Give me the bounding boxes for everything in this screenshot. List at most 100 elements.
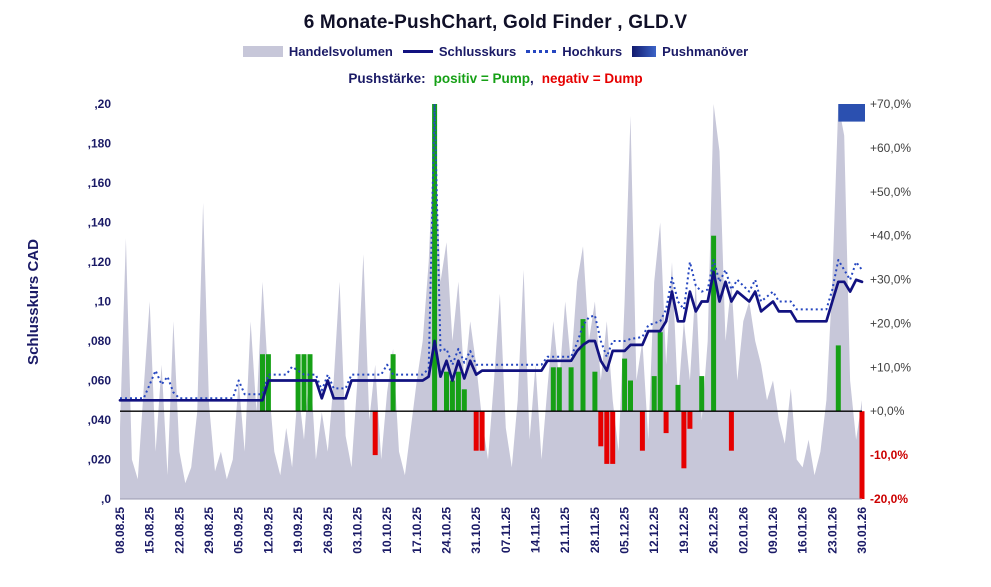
- x-tick-label: 05.12.25: [618, 507, 632, 554]
- y-axis-title: Schlusskurs CAD: [25, 239, 42, 365]
- x-tick-label: 07.11.25: [499, 507, 513, 553]
- x-tick-label: 15.08.25: [143, 507, 157, 554]
- x-tick-label: 19.12.25: [677, 507, 691, 554]
- x-tick-label: 16.01.26: [796, 507, 810, 554]
- dump-bar: [681, 411, 687, 469]
- y-right-tick-label: +50,0%: [870, 185, 911, 199]
- pump-bar: [307, 354, 313, 412]
- x-tick-label: 21.11.25: [558, 507, 572, 553]
- pump-bar: [592, 371, 598, 412]
- pump-bar: [675, 384, 681, 412]
- legend-label-close: Schlusskurs: [438, 44, 517, 59]
- x-tick-label: 10.10.25: [380, 507, 394, 554]
- legend-item-volume: Handelsvolumen: [242, 44, 393, 59]
- pump-bar: [260, 354, 265, 412]
- y-right-tick-label: -10,0%: [870, 448, 908, 462]
- pump-bar: [301, 354, 307, 412]
- y-left-tick-label: ,140: [88, 216, 112, 230]
- subtitle-negative: negativ = Dump: [541, 71, 643, 86]
- x-tick-label: 23.01.26: [825, 507, 839, 554]
- y-left-tick-label: ,040: [88, 413, 112, 427]
- x-tick-label: 03.10.25: [350, 507, 364, 554]
- x-tick-label: 17.10.25: [410, 507, 424, 554]
- pump-bar: [628, 380, 633, 412]
- x-tick-label: 14.11.25: [529, 507, 543, 553]
- pump-bar: [657, 332, 663, 412]
- y-right-tick-label: +20,0%: [870, 316, 911, 330]
- y-right-tick-label: -20,0%: [870, 492, 908, 506]
- legend-item-maneuver: Pushmanöver: [632, 44, 748, 59]
- dump-bar: [479, 411, 485, 451]
- y-left-tick-label: ,160: [88, 176, 112, 190]
- dump-bar: [598, 411, 604, 447]
- high-price-line: [120, 103, 863, 400]
- y-left-tick-label: ,020: [88, 453, 112, 467]
- pump-bar: [461, 389, 467, 412]
- y-left-tick-label: ,10: [94, 295, 111, 309]
- y-left-tick-label: ,20: [94, 97, 111, 111]
- x-tick-label: 05.09.25: [232, 507, 246, 554]
- x-tick-label: 12.12.25: [647, 507, 661, 554]
- y-left-tick-label: ,180: [88, 137, 112, 151]
- push-strength-subtitle: Pushstärke: positiv = Pump, negativ = Dump: [0, 71, 991, 86]
- x-tick-label: 29.08.25: [202, 507, 216, 554]
- x-tick-label: 08.08.25: [113, 507, 127, 554]
- y-right-tick-label: +40,0%: [870, 229, 911, 243]
- x-tick-label: 02.01.26: [736, 507, 750, 554]
- y-right-tick-label: +70,0%: [870, 97, 911, 111]
- volume-swatch-icon: [242, 46, 283, 57]
- legend-label-maneuver: Pushmanöver: [662, 44, 749, 59]
- pump-bar: [835, 345, 841, 412]
- subtitle-positive: positiv = Pump: [433, 71, 531, 86]
- push-maneuver-bar: [838, 104, 865, 122]
- pump-bar: [449, 380, 455, 412]
- subtitle-comma: ,: [530, 71, 534, 86]
- pump-bar: [699, 376, 705, 412]
- pump-bar: [455, 371, 461, 412]
- pump-bar: [568, 367, 574, 412]
- close-price-line: [118, 270, 864, 402]
- x-tick-label: 19.09.25: [291, 507, 305, 554]
- pump-bar: [711, 235, 717, 412]
- x-tick-label: 09.01.26: [766, 507, 780, 554]
- legend-item-close: Schlusskurs: [402, 44, 517, 59]
- dump-bar: [372, 411, 378, 456]
- y-right-tick-label: +10,0%: [870, 360, 911, 374]
- pump-bar: [432, 104, 438, 412]
- pump-bar: [295, 354, 301, 412]
- pump-bar: [622, 358, 628, 412]
- legend-label-high: Hochkurs: [562, 44, 623, 59]
- x-tick-label: 26.09.25: [321, 507, 335, 554]
- legend-item-high: Hochkurs: [526, 44, 622, 59]
- dump-bar: [859, 411, 865, 499]
- pump-bar: [444, 371, 449, 412]
- pump-bar: [651, 376, 657, 412]
- chart-legend: Handelsvolumen Schlusskurs Hochkurs Push…: [0, 44, 991, 59]
- y-left-tick-label: ,060: [88, 374, 112, 388]
- x-tick-label: 30.01.26: [855, 507, 869, 554]
- dump-bar: [473, 411, 479, 451]
- dump-bar: [663, 411, 669, 434]
- dump-bar: [604, 411, 610, 464]
- x-tick-label: 26.12.25: [707, 507, 721, 554]
- x-tick-label: 24.10.25: [440, 507, 454, 554]
- y-right-tick-label: +0,0%: [870, 404, 905, 418]
- pump-bar: [580, 319, 586, 412]
- x-tick-label: 28.11.25: [588, 507, 602, 553]
- x-tick-label: 12.09.25: [261, 507, 275, 554]
- chart-title: 6 Monate-PushChart, Gold Finder , GLD.V: [303, 12, 688, 33]
- x-tick-label: 31.10.25: [469, 507, 483, 554]
- close-line-swatch-icon: [402, 50, 433, 53]
- y-left-tick-label: ,120: [88, 255, 112, 269]
- subtitle-prefix: Pushstärke:: [348, 71, 426, 86]
- dump-bar: [639, 411, 645, 451]
- y-left-tick-label: ,0: [101, 492, 111, 506]
- dump-bar: [610, 411, 616, 464]
- dump-bar: [728, 411, 734, 451]
- pump-bar: [390, 354, 396, 412]
- dump-bar: [687, 411, 693, 429]
- x-tick-label: 22.08.25: [172, 507, 186, 554]
- legend-label-volume: Handelsvolumen: [288, 44, 393, 59]
